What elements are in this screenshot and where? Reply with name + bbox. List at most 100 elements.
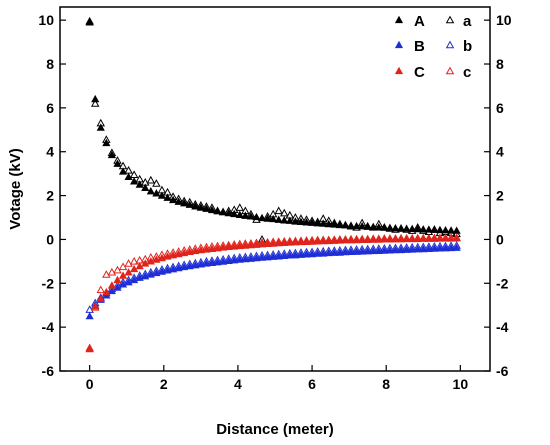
data-point (274, 206, 283, 215)
data-point (90, 302, 100, 311)
data-point (307, 235, 317, 244)
data-point (229, 253, 239, 262)
data-point (135, 180, 144, 188)
y-tick-label-left: 10 (38, 12, 54, 28)
data-point (124, 275, 133, 284)
data-point (296, 236, 306, 244)
data-point (235, 252, 245, 261)
legend-marker-A (394, 15, 404, 24)
data-point (269, 214, 278, 223)
data-point (146, 252, 156, 261)
data-point (263, 211, 272, 220)
series-a (85, 16, 461, 243)
data-point (385, 234, 395, 242)
data-point (146, 175, 156, 184)
data-point (352, 234, 361, 243)
data-point (146, 186, 155, 195)
data-point (185, 259, 194, 268)
data-point (246, 252, 256, 260)
data-point (363, 244, 372, 253)
data-point (330, 218, 339, 227)
y-tick-label-left: -2 (42, 275, 55, 291)
data-point (346, 221, 356, 230)
data-point (191, 244, 200, 252)
x-tick-label: 8 (382, 376, 390, 392)
series-c (85, 233, 461, 352)
legend-marker-a (445, 15, 455, 24)
data-point (341, 220, 350, 229)
data-point (274, 215, 283, 223)
data-point (391, 234, 400, 242)
data-point (229, 240, 239, 248)
data-point (107, 267, 117, 276)
data-point (130, 275, 139, 284)
data-point (157, 265, 167, 273)
data-point (96, 123, 105, 131)
data-point (241, 206, 250, 215)
data-point (441, 241, 450, 250)
data-point (274, 237, 283, 245)
data-point (202, 242, 211, 251)
y-tick-label-right: 10 (496, 12, 512, 28)
data-point (307, 247, 317, 256)
data-point (157, 185, 167, 194)
data-point (163, 187, 172, 196)
data-point (280, 236, 289, 245)
data-point (424, 242, 434, 250)
data-point (185, 197, 194, 206)
data-point (168, 262, 178, 271)
data-point (102, 135, 111, 143)
data-point (91, 94, 100, 103)
data-point (257, 213, 267, 222)
data-point (285, 236, 295, 245)
data-point (118, 277, 128, 286)
data-point (141, 183, 150, 192)
data-point (96, 118, 106, 127)
data-point (296, 214, 306, 222)
data-point (302, 215, 311, 223)
data-point (357, 234, 367, 243)
data-point (263, 237, 272, 246)
data-point (374, 234, 384, 242)
x-tick-label: 4 (234, 376, 242, 392)
data-point (396, 224, 406, 232)
data-point (213, 255, 222, 264)
data-point (246, 212, 255, 220)
data-point (213, 206, 222, 215)
data-point (152, 266, 161, 275)
data-point (241, 239, 250, 247)
data-point (330, 246, 339, 254)
data-point (341, 235, 350, 243)
data-point (380, 234, 389, 242)
data-point (302, 247, 311, 256)
data-point (435, 241, 445, 250)
data-point (191, 258, 200, 267)
data-point (430, 225, 439, 233)
data-point (380, 243, 389, 252)
data-point (396, 243, 406, 251)
y-tick-label-right: 2 (496, 188, 504, 204)
y-tick-label-right: 6 (496, 100, 504, 116)
data-point (263, 214, 272, 222)
data-point (235, 203, 245, 211)
data-point (346, 245, 356, 253)
data-point (174, 194, 183, 203)
data-point (196, 201, 206, 209)
data-point (218, 254, 228, 263)
data-point (352, 222, 361, 231)
ticks-layer: 0 2 4 6 8 10 -6 -4 -2 0 2 4 6 8 10 -6 -4 -2 0 2 4 6 8 10 (38, 12, 511, 392)
data-point (174, 247, 183, 255)
data-point (257, 238, 267, 246)
data-point (291, 248, 300, 257)
data-point (441, 233, 450, 242)
y-tick-label-left: 4 (46, 144, 54, 160)
y-tick-label-right: -2 (496, 275, 509, 291)
data-point (118, 167, 128, 175)
y-axis-title: Votage (kV) (7, 148, 24, 229)
data-point (246, 209, 256, 218)
y-tick-label-right: -4 (496, 319, 509, 335)
data-point (330, 235, 339, 243)
data-point (118, 161, 128, 170)
y-tick-label-right: 4 (496, 144, 504, 160)
